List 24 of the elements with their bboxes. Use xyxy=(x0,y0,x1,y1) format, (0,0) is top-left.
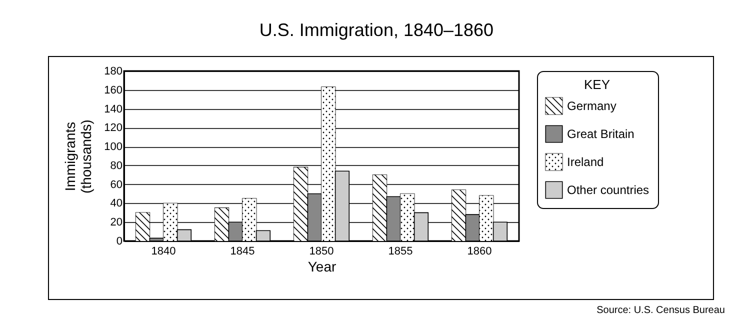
y-tick-label: 60 xyxy=(110,178,122,191)
x-tick-label: 1840 xyxy=(151,246,176,258)
y-tick-label: 0 xyxy=(116,236,122,248)
legend-title: KEY xyxy=(584,77,610,92)
legend-label: Germany xyxy=(567,99,616,113)
x-tick-label: 1855 xyxy=(388,246,413,258)
y-tick-label: 180 xyxy=(104,66,122,78)
chart-title: U.S. Immigration, 1840–1860 xyxy=(258,20,495,41)
x-tick-label: 1850 xyxy=(309,246,334,258)
y-tick-label: 160 xyxy=(104,84,122,96)
y-tick-label: 20 xyxy=(110,216,122,229)
x-tick-label: 1860 xyxy=(467,246,492,258)
y-axis-title: Immigrants (thousands) xyxy=(62,120,94,194)
x-tick-label: 1845 xyxy=(230,246,255,258)
legend-label: Other countries xyxy=(567,183,650,197)
source-note: Source: U.S. Census Bureau xyxy=(596,305,725,316)
y-tick-label: 80 xyxy=(110,160,122,172)
y-tick-label: 140 xyxy=(104,103,122,116)
legend-label: Great Britain xyxy=(567,127,634,141)
y-tick-label: 40 xyxy=(110,198,122,210)
y-tick-label: 120 xyxy=(104,122,122,134)
legend-label: Ireland xyxy=(567,155,604,169)
x-axis-title: Year xyxy=(308,258,336,274)
y-tick-label: 100 xyxy=(104,141,122,154)
